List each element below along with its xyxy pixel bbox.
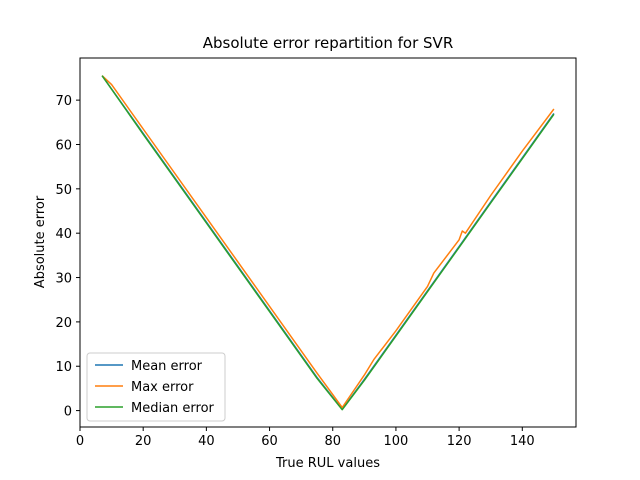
x-axis-label: True RUL values — [275, 456, 380, 471]
legend-label: Max error — [131, 380, 194, 395]
y-tick-label: 30 — [55, 272, 72, 287]
x-tick-label: 120 — [447, 434, 472, 449]
legend: Mean error Max error Median error — [86, 352, 226, 422]
y-tick-label: 0 — [64, 405, 72, 420]
x-tick-label: 20 — [135, 434, 152, 449]
y-tick-label: 50 — [55, 183, 72, 198]
x-tick-label: 0 — [76, 434, 84, 449]
y-tick-label: 20 — [55, 316, 72, 331]
plot-area — [101, 75, 555, 411]
x-tick-label: 140 — [510, 434, 535, 449]
series-line-1 — [101, 75, 555, 409]
x-tick-label: 40 — [198, 434, 215, 449]
y-tick-label: 10 — [55, 360, 72, 375]
chart-title: Absolute error repartition for SVR — [203, 34, 454, 52]
legend-box — [86, 352, 226, 422]
x-tick-label: 100 — [384, 434, 409, 449]
series-line-2 — [101, 75, 555, 411]
x-tick-label: 80 — [324, 434, 341, 449]
y-tick-label: 40 — [55, 227, 72, 242]
x-tick-label: 60 — [261, 434, 278, 449]
axes-frame — [79, 57, 577, 428]
y-axis-label: Absolute error — [33, 195, 48, 288]
y-tick-label: 60 — [55, 138, 72, 153]
x-axis: 0 20 40 60 80 100 120 140 — [76, 427, 535, 449]
y-tick-label: 70 — [55, 94, 72, 109]
legend-label: Median error — [131, 401, 215, 416]
y-axis: 0 10 20 30 40 50 60 70 — [55, 94, 80, 420]
legend-label: Mean error — [131, 359, 203, 374]
